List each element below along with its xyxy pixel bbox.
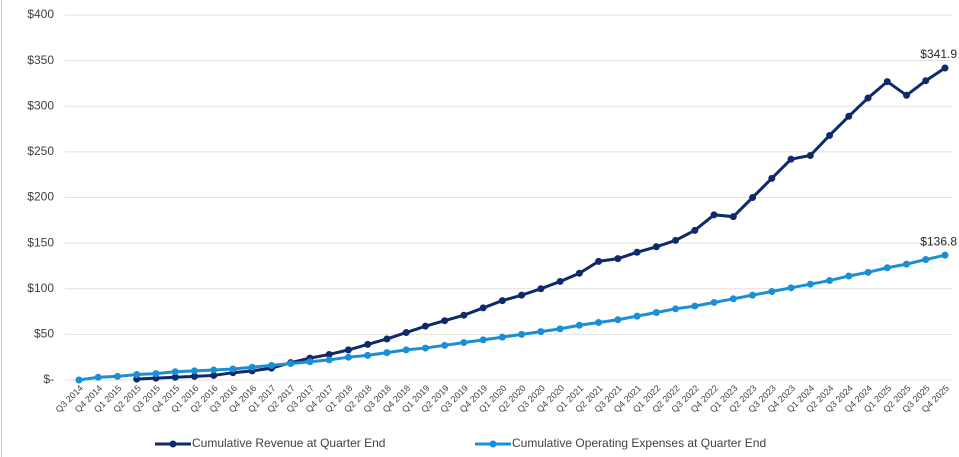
data-point xyxy=(248,363,256,371)
data-point xyxy=(903,260,911,268)
data-point xyxy=(171,373,179,381)
data-point xyxy=(806,280,814,288)
data-point xyxy=(325,350,333,358)
data-point xyxy=(383,349,391,357)
y-tick-label: $200 xyxy=(27,190,54,204)
data-point xyxy=(710,211,718,219)
data-point xyxy=(306,358,314,366)
data-point xyxy=(75,376,83,384)
data-point xyxy=(441,317,449,325)
data-point xyxy=(498,333,506,341)
data-point xyxy=(672,305,680,313)
data-point xyxy=(883,78,891,86)
data-point xyxy=(787,155,795,163)
data-point xyxy=(344,353,352,361)
data-point xyxy=(826,131,834,139)
data-point xyxy=(768,174,776,182)
y-tick-label: $50 xyxy=(34,327,54,341)
data-point xyxy=(325,356,333,364)
data-point xyxy=(652,308,660,316)
data-point xyxy=(402,329,410,337)
data-point xyxy=(94,373,102,381)
data-point xyxy=(806,152,814,160)
data-point xyxy=(826,277,834,285)
data-point xyxy=(190,367,198,375)
data-point xyxy=(556,277,564,285)
legend-marker xyxy=(489,440,497,448)
data-point xyxy=(556,325,564,333)
legend-marker xyxy=(169,440,177,448)
y-tick-label: $400 xyxy=(27,7,54,21)
y-tick-label: $100 xyxy=(27,281,54,295)
data-point xyxy=(749,291,757,299)
data-point xyxy=(614,255,622,263)
data-point xyxy=(364,351,372,359)
series-line xyxy=(78,253,946,382)
data-point xyxy=(460,339,468,347)
data-point xyxy=(768,287,776,295)
data-point xyxy=(210,371,218,379)
y-tick-label: $300 xyxy=(27,98,54,112)
data-point xyxy=(691,226,699,234)
data-point xyxy=(922,77,930,85)
data-point xyxy=(729,213,737,221)
data-point xyxy=(383,335,391,343)
data-point xyxy=(614,316,622,324)
data-point xyxy=(518,330,526,338)
data-label: $341.9 xyxy=(920,47,957,61)
data-point xyxy=(133,371,141,379)
data-point xyxy=(595,257,603,265)
data-point xyxy=(344,346,352,354)
data-point xyxy=(364,340,372,348)
legend-label: Cumulative Operating Expenses at Quarter… xyxy=(512,436,766,450)
data-point xyxy=(941,64,949,72)
data-point xyxy=(287,360,295,368)
data-point xyxy=(883,264,891,272)
data-point xyxy=(652,243,660,251)
data-point xyxy=(441,341,449,349)
data-point xyxy=(595,319,603,327)
data-point xyxy=(190,372,198,380)
data-label: $136.8 xyxy=(920,234,957,248)
data-point xyxy=(210,366,218,374)
data-point xyxy=(691,302,699,310)
data-point xyxy=(460,311,468,319)
data-point xyxy=(421,344,429,352)
data-point xyxy=(575,321,583,329)
data-point xyxy=(845,112,853,120)
y-tick-label: $150 xyxy=(27,235,54,249)
data-point xyxy=(575,269,583,277)
y-tick-label: $350 xyxy=(27,53,54,67)
data-point xyxy=(152,370,160,378)
data-point xyxy=(498,297,506,305)
data-point xyxy=(787,284,795,292)
data-point xyxy=(729,295,737,303)
data-point xyxy=(864,268,872,276)
data-point xyxy=(922,256,930,264)
data-point xyxy=(479,336,487,344)
data-point xyxy=(845,272,853,280)
data-point xyxy=(267,361,275,369)
y-tick-label: $- xyxy=(43,372,54,386)
data-point xyxy=(518,291,526,299)
data-point xyxy=(113,372,121,380)
data-point xyxy=(903,91,911,99)
data-point xyxy=(537,285,545,293)
data-point xyxy=(710,298,718,306)
y-tick-label: $250 xyxy=(27,144,54,158)
data-point xyxy=(537,328,545,336)
data-point xyxy=(421,322,429,330)
legend-label: Cumulative Revenue at Quarter End xyxy=(192,436,385,450)
data-point xyxy=(633,248,641,256)
data-point xyxy=(672,236,680,244)
data-point xyxy=(941,251,949,259)
data-point xyxy=(402,346,410,354)
data-point xyxy=(229,365,237,373)
data-point xyxy=(479,304,487,312)
data-point xyxy=(864,94,872,102)
data-point xyxy=(749,194,757,201)
data-point xyxy=(171,368,179,376)
data-point xyxy=(633,312,641,320)
